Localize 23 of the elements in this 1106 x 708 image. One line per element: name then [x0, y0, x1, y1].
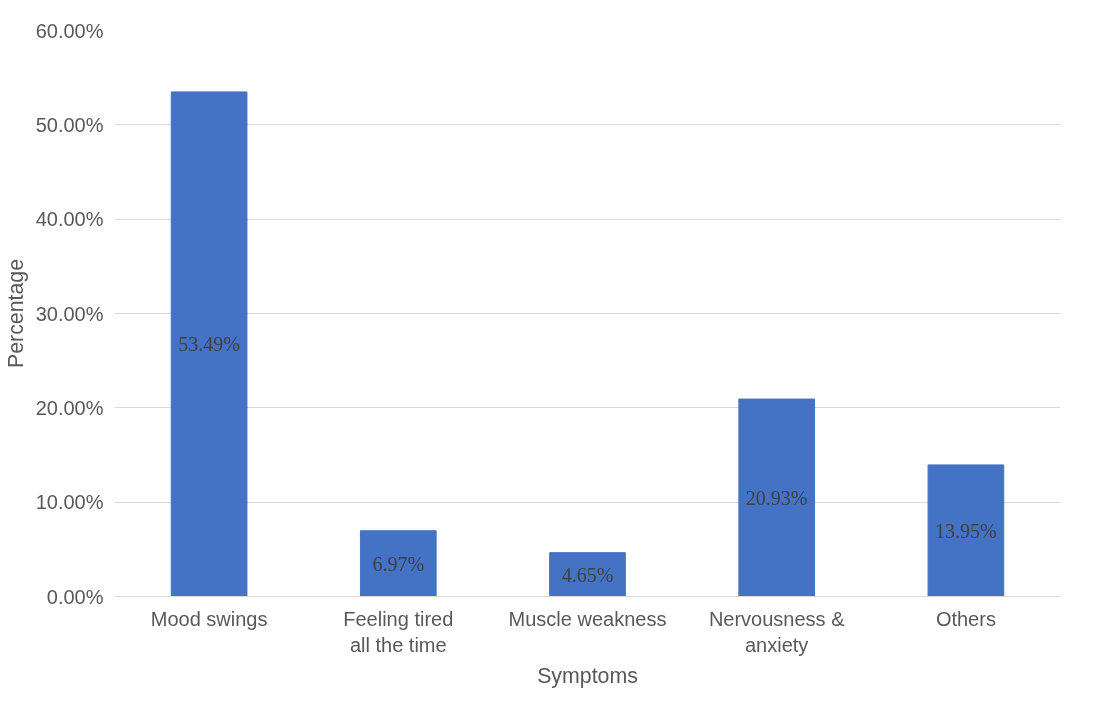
data-label: 20.93%	[745, 486, 808, 509]
y-axis-title: Percentage	[3, 258, 28, 369]
y-tick-label: 20.00%	[35, 396, 104, 419]
bar	[738, 398, 816, 597]
x-tick-label: Feeling tired all the time	[343, 607, 454, 656]
y-tick-label: 40.00%	[35, 208, 104, 231]
bar	[927, 464, 1005, 597]
y-tick-label: 60.00%	[35, 19, 104, 42]
data-label: 53.49%	[178, 333, 240, 356]
x-tick-label: Muscle weakness	[508, 607, 667, 630]
y-tick-label: 50.00%	[35, 113, 104, 136]
data-label: 4.65%	[561, 563, 614, 586]
data-label: 13.95%	[935, 519, 997, 542]
y-tick-label: 0.00%	[46, 585, 104, 608]
bar	[170, 91, 248, 597]
data-label: 6.97%	[372, 552, 425, 575]
bar	[359, 530, 437, 597]
x-axis-title: Symptoms	[537, 663, 638, 688]
y-tick-label: 10.00%	[35, 491, 104, 514]
y-tick-label: 30.00%	[35, 302, 104, 325]
x-tick-label: Others	[935, 607, 996, 630]
x-tick-label: Nervousness & anxiety	[708, 607, 846, 656]
x-tick-label: Mood swings	[150, 607, 268, 630]
